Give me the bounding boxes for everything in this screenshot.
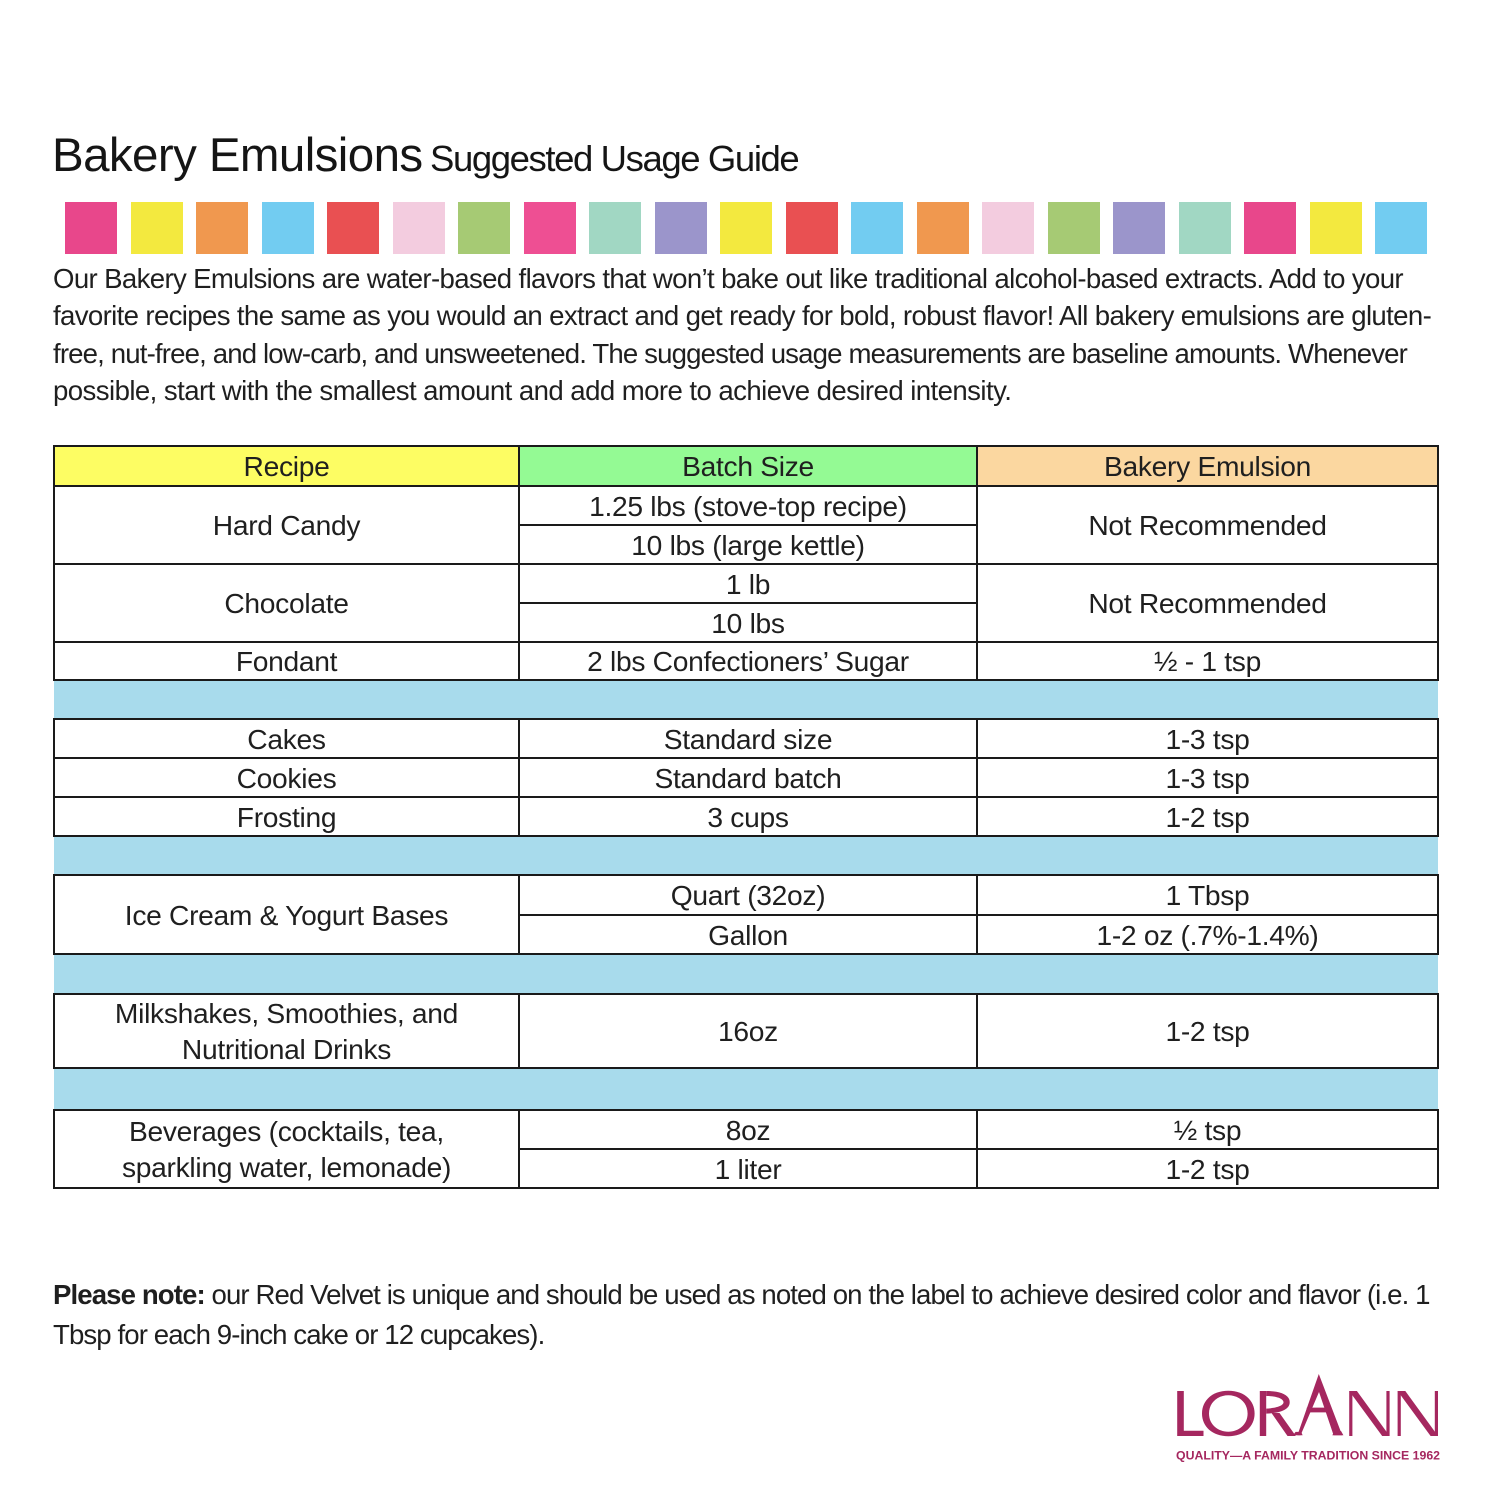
svg-text:QUALITY—A FAMILY TRADITION SIN: QUALITY—A FAMILY TRADITION SINCE 1962: [1176, 1449, 1440, 1463]
